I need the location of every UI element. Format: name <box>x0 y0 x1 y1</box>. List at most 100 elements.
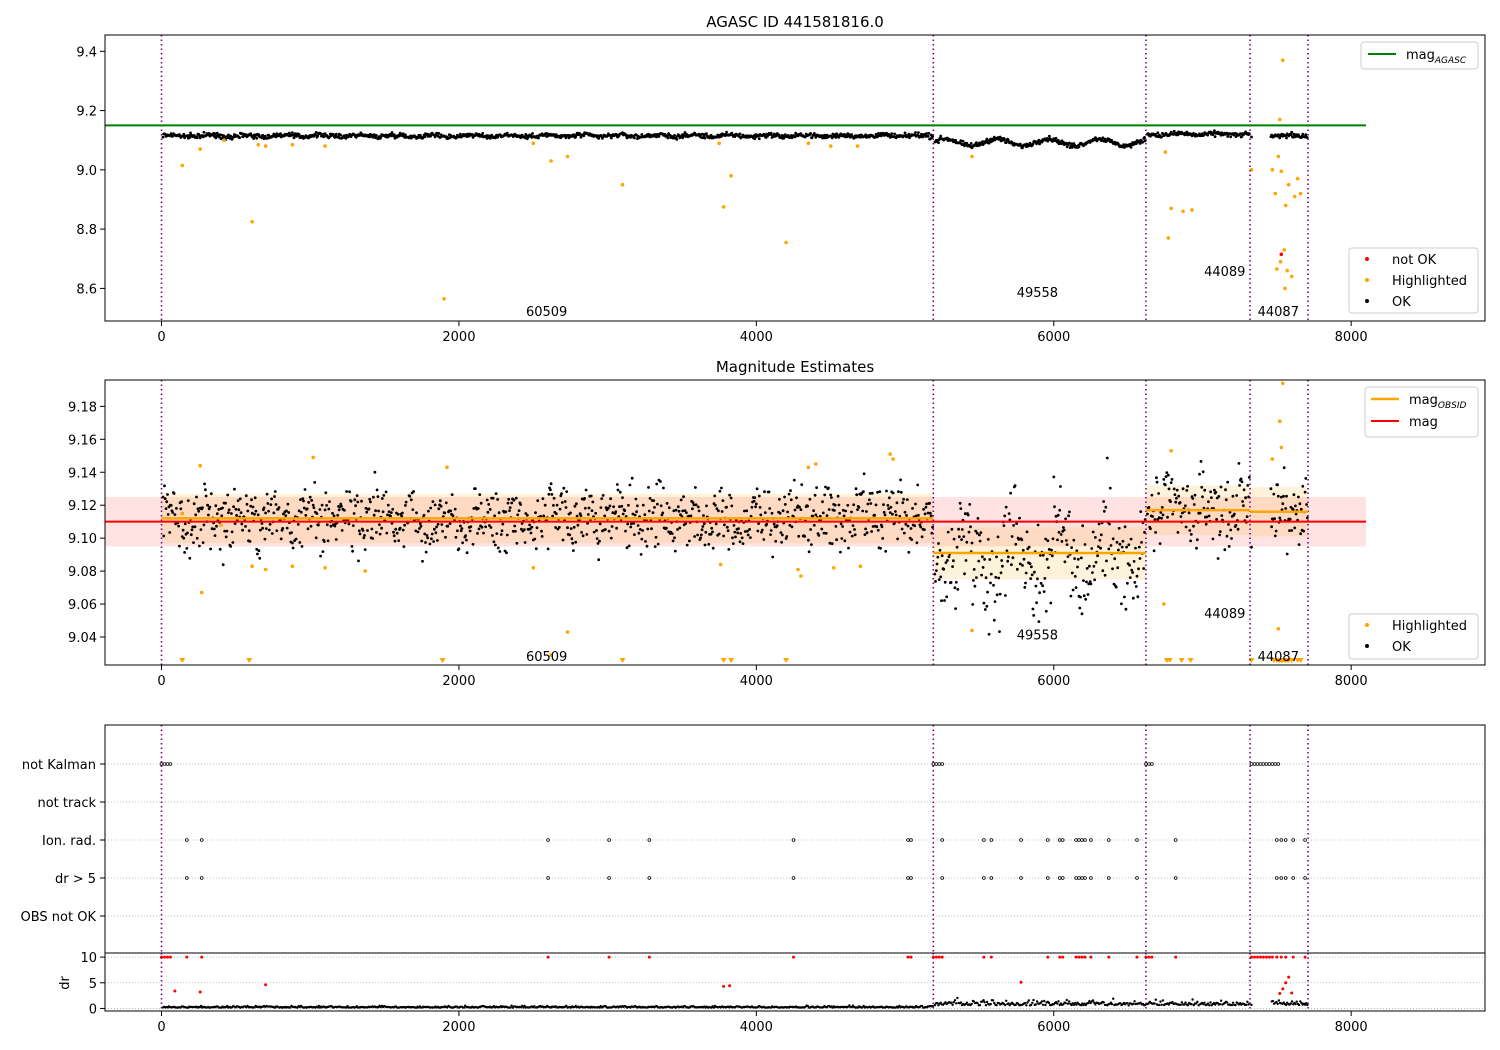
agasc-ok-point <box>437 132 441 135</box>
estimate-ok-point <box>1170 478 1174 481</box>
estimate-ok-point <box>1037 620 1041 623</box>
dr-ok-point <box>1007 1002 1010 1005</box>
estimate-ok-point <box>659 480 662 483</box>
estimate-ok-point <box>951 565 954 568</box>
agasc-line-legend <box>1360 41 1479 70</box>
estimate-ok-point <box>1218 533 1221 537</box>
estimate-offscale-marker <box>1297 658 1304 663</box>
estimate-ok-point <box>683 509 687 512</box>
estimate-ok-point <box>1099 546 1102 550</box>
estimate-ok-point <box>598 539 601 543</box>
estimate-ok-point <box>630 476 634 480</box>
estimate-ok-point <box>940 599 943 603</box>
estimate-ok-point <box>373 470 377 474</box>
dr-ok-point <box>1093 1001 1096 1004</box>
agasc-ok-point <box>291 131 294 135</box>
estimate-ok-point <box>958 501 962 505</box>
estimate-ok-point <box>866 502 870 506</box>
estimate-ok-point <box>501 522 505 526</box>
estimate-ok-point <box>1052 475 1056 479</box>
estimate-ok-point <box>1207 514 1211 518</box>
estimate-ok-point <box>1175 488 1179 492</box>
estimate-ok-point <box>209 492 213 496</box>
agasc-ok-point <box>965 141 969 145</box>
flag-point <box>1083 838 1087 842</box>
agasc-ok-point <box>730 131 734 135</box>
estimate-ok-point <box>162 534 166 538</box>
dr-ok-point <box>976 1002 979 1005</box>
estimate-ok-point <box>861 509 865 513</box>
estimate-ok-point <box>818 514 822 518</box>
estimate-ok-point <box>1073 557 1076 560</box>
dr-ok-point <box>1056 1002 1059 1005</box>
estimate-ok-point <box>743 509 746 513</box>
estimate-ok-point <box>945 595 949 599</box>
estimate-ok-point <box>488 508 492 511</box>
estimate-ok-point <box>1166 473 1170 477</box>
estimate-ok-point <box>917 513 920 517</box>
estimate-highlighted-point <box>263 567 268 572</box>
estimate-ok-point <box>429 506 433 510</box>
estimate-ok-point <box>575 502 578 506</box>
estimate-ok-point <box>853 533 857 537</box>
estimate-ok-point <box>193 525 197 529</box>
estimate-ok-point <box>959 507 963 510</box>
dr-xtick-label: 0 <box>157 1020 165 1035</box>
estimate-offscale-marker <box>1288 658 1295 663</box>
estimate-ok-point <box>1175 496 1178 500</box>
estimate-ok-point <box>1284 507 1288 510</box>
estimate-ok-point <box>971 603 975 606</box>
dr-ok-point <box>1209 1001 1212 1004</box>
estimate-ok-point <box>891 491 895 495</box>
estimate-ok-point <box>985 604 989 608</box>
estimate-ok-point <box>652 499 656 502</box>
agasc-ok-point <box>202 130 206 134</box>
estimate-ok-point <box>721 499 725 502</box>
estimate-ok-point <box>414 529 418 533</box>
agasc-legend-swatch <box>1365 278 1369 282</box>
estimate-obsid-label: 49558 <box>1017 628 1058 643</box>
estimate-ok-point <box>902 497 905 501</box>
estimate-ok-point <box>857 506 861 509</box>
estimate-ok-point <box>846 503 850 507</box>
agasc-ok-point <box>823 133 827 137</box>
dr-ytick-label: 0 <box>89 1002 97 1017</box>
estimate-ok-point <box>425 534 429 537</box>
estimate-ok-point <box>650 527 653 531</box>
flag-point <box>607 838 611 842</box>
estimate-ok-point <box>865 510 868 513</box>
estimate-ok-point <box>844 509 847 513</box>
estimate-ok-point <box>196 507 200 511</box>
estimate-ok-point <box>798 505 801 509</box>
estimate-ok-point <box>870 491 874 495</box>
estimate-ok-point <box>1234 524 1238 527</box>
agasc-ok-point <box>319 132 322 135</box>
agasc-ok-point <box>314 133 317 137</box>
estimate-ok-point <box>449 509 453 513</box>
flag-point <box>546 838 550 842</box>
estimate-ok-point <box>707 542 711 546</box>
estimate-ok-point <box>247 529 251 533</box>
estimate-ytick-label: 9.08 <box>68 565 97 580</box>
estimate-ok-point <box>750 505 754 509</box>
estimate-ok-point <box>1043 577 1047 580</box>
estimate-ok-point <box>897 490 900 493</box>
estimate-highlighted-point <box>565 630 570 634</box>
estimate-ok-point <box>778 497 781 501</box>
dr-ok-point <box>951 1003 954 1006</box>
agasc-ok-point <box>481 132 485 135</box>
estimate-ok-point <box>730 504 734 508</box>
agasc-ok-point <box>229 134 233 138</box>
flag-point <box>1173 876 1178 880</box>
estimate-highlighted-point <box>250 564 254 568</box>
agasc-ok-point <box>777 133 780 137</box>
flag-point <box>1074 876 1078 880</box>
estimate-ok-point <box>540 535 544 538</box>
estimate-ok-point <box>424 550 428 554</box>
estimate-ok-point <box>1169 500 1172 503</box>
flag-point <box>906 876 910 880</box>
estimate-ok-point <box>375 488 379 492</box>
agasc-ok-point <box>297 133 301 136</box>
estimate-ok-point <box>709 532 713 536</box>
dr-flagged-point <box>1107 955 1111 959</box>
